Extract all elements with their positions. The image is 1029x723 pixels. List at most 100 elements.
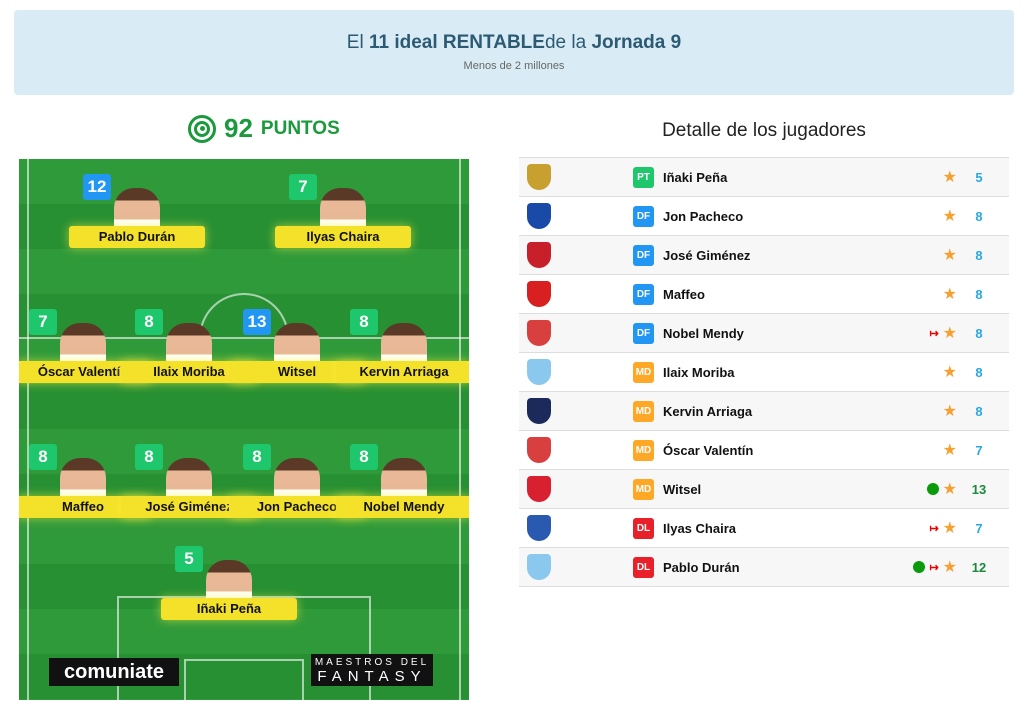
status-dot-icon <box>926 483 939 495</box>
player-name: Óscar Valentín <box>19 361 151 383</box>
player-points-badge: 8 <box>350 309 378 335</box>
star-icon: ★ <box>942 520 957 537</box>
player-card[interactable]: 8 Kervin Arriaga <box>336 309 469 383</box>
position-badge: DL <box>633 517 654 539</box>
player-row[interactable]: MD Witsel ★ 13 <box>519 470 1009 509</box>
player-photo <box>60 323 106 365</box>
player-card[interactable]: 8 Nobel Mendy <box>336 444 469 518</box>
player-card[interactable]: 8 Ilaix Moriba <box>121 309 257 383</box>
player-name: Pablo Durán <box>69 226 205 248</box>
team-crest-icon <box>527 515 551 541</box>
player-points-badge: 7 <box>289 174 317 200</box>
player-photo <box>166 458 212 500</box>
star-icon: ★ <box>942 325 957 342</box>
pitch-border <box>27 159 461 700</box>
player-row[interactable]: DF Nobel Mendy ↦ ★ 8 <box>519 314 1009 353</box>
player-name: Maffeo <box>19 496 151 518</box>
star-icon: ★ <box>942 559 957 576</box>
star-icon: ★ <box>942 442 957 459</box>
team-crest-icon <box>527 281 551 307</box>
star-icon: ★ <box>942 208 957 225</box>
title-count: 11 ideal RENTABLE <box>368 32 545 53</box>
player-card[interactable]: 7 Ilyas Chaira <box>275 174 411 248</box>
comuniate-logo: comuniate <box>49 658 179 686</box>
player-card[interactable]: 12 Pablo Durán <box>69 174 205 248</box>
player-points: 7 <box>975 520 983 536</box>
player-row[interactable]: DL Pablo Durán ↦ ★ 12 <box>519 548 1009 587</box>
position-badge: DL <box>633 556 654 578</box>
player-points: 12 <box>971 559 987 575</box>
team-crest-icon <box>527 476 551 502</box>
team-crest-icon <box>527 203 551 229</box>
player-name: Iñaki Peña <box>161 598 297 620</box>
player-row[interactable]: DF Maffeo ★ 8 <box>519 275 1009 314</box>
player-card[interactable]: 13 Witsel <box>229 309 365 383</box>
position-badge: MD <box>633 478 654 500</box>
player-photo <box>320 188 366 230</box>
player-card[interactable]: 7 Óscar Valentín <box>19 309 151 383</box>
player-card[interactable]: 8 Maffeo <box>19 444 151 518</box>
goal-box <box>184 659 304 700</box>
player-photo <box>381 323 427 365</box>
player-points-badge: 8 <box>135 444 163 470</box>
player-row[interactable]: DF Jon Pacheco ★ 8 <box>519 197 1009 236</box>
player-row[interactable]: DF José Giménez ★ 8 <box>519 236 1009 275</box>
position-badge: DF <box>633 283 654 305</box>
player-points: 7 <box>975 442 983 458</box>
position-badge: DF <box>633 244 654 266</box>
player-points: 8 <box>975 364 983 380</box>
player-row[interactable]: DL Ilyas Chaira ↦ ★ 7 <box>519 509 1009 548</box>
player-card[interactable]: 8 Jon Pacheco <box>229 444 365 518</box>
star-icon: ★ <box>942 286 957 303</box>
position-badge: DF <box>633 322 654 344</box>
player-name: Ilaix Moriba <box>663 364 735 380</box>
player-points-badge: 7 <box>29 309 57 335</box>
exit-icon: ↦ <box>929 561 939 574</box>
exit-icon: ↦ <box>929 327 939 340</box>
team-crest-icon <box>527 437 551 463</box>
player-row[interactable]: PT Iñaki Peña ★ 5 <box>519 158 1009 197</box>
player-name: Pablo Durán <box>663 559 740 575</box>
player-name: Ilyas Chaira <box>275 226 411 248</box>
total-unit: PUNTOS <box>260 117 340 139</box>
player-row[interactable]: MD Kervin Arriaga ★ 8 <box>519 392 1009 431</box>
title-mid: de la <box>544 32 592 53</box>
team-crest-icon <box>527 359 551 385</box>
position-badge: DF <box>633 205 654 227</box>
team-crest-icon <box>527 242 551 268</box>
logo-top: MAESTROS DEL <box>314 657 430 668</box>
player-card[interactable]: 8 José Giménez <box>121 444 257 518</box>
team-crest-icon <box>527 398 551 424</box>
details-title: Detalle de los jugadores <box>662 120 866 141</box>
position-badge: MD <box>633 361 654 383</box>
player-points: 8 <box>975 247 983 263</box>
player-row[interactable]: MD Óscar Valentín ★ 7 <box>519 431 1009 470</box>
maestros-logo: MAESTROS DEL FANTASY <box>311 654 433 686</box>
player-name: Kervin Arriaga <box>336 361 469 383</box>
star-icon: ★ <box>942 403 957 420</box>
player-photo <box>274 323 320 365</box>
player-name: José Giménez <box>121 496 257 518</box>
player-name: Witsel <box>663 481 702 497</box>
player-name: Nobel Mendy <box>663 325 744 341</box>
player-points: 13 <box>971 481 987 497</box>
banner-subtitle: Menos de 2 millones <box>463 60 565 72</box>
position-badge: MD <box>633 400 654 422</box>
banner-title: El 11 ideal RENTABLEde la Jornada 9 <box>14 32 1014 54</box>
player-photo <box>274 458 320 500</box>
player-photo <box>166 323 212 365</box>
position-badge: MD <box>633 439 654 461</box>
star-icon: ★ <box>942 169 957 186</box>
title-jornada: Jornada 9 <box>591 32 682 53</box>
header-banner: El 11 ideal RENTABLEde la Jornada 9 Meno… <box>14 10 1014 95</box>
player-name: Maffeo <box>663 286 705 302</box>
player-points: 5 <box>975 169 983 185</box>
player-points: 8 <box>975 286 983 302</box>
target-icon <box>188 114 216 143</box>
player-name: Óscar Valentín <box>663 442 754 458</box>
player-points-badge: 8 <box>243 444 271 470</box>
player-points-badge: 13 <box>243 309 271 335</box>
player-card[interactable]: 5 Iñaki Peña <box>161 546 297 620</box>
player-row[interactable]: MD Ilaix Moriba ★ 8 <box>519 353 1009 392</box>
player-points-badge: 5 <box>175 546 203 572</box>
